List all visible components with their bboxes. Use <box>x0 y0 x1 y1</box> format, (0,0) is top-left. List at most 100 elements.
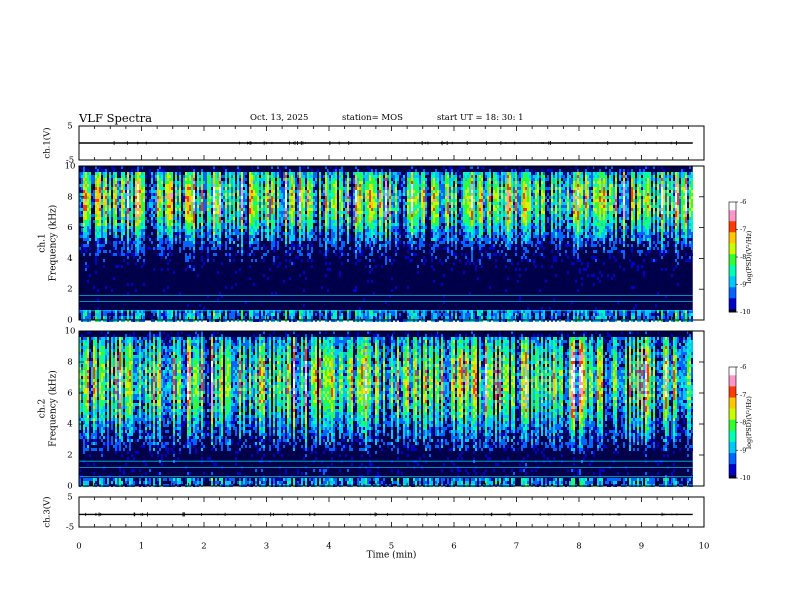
spectrogram-cell <box>219 238 221 241</box>
spectrogram-cell <box>87 169 89 172</box>
spectrogram-cell <box>281 238 283 241</box>
spectrogram-cell <box>249 277 251 280</box>
spectrogram-cell <box>271 292 273 295</box>
spectrogram-cell <box>113 202 115 205</box>
spectrogram-cell <box>379 214 381 217</box>
spectrogram-cell <box>161 214 163 217</box>
y-tick-label-0: -5 <box>66 156 74 166</box>
spectrogram-cell <box>261 202 263 205</box>
spectrogram-cell <box>151 199 153 202</box>
spectrogram-cell <box>297 187 299 190</box>
spectrogram-cell <box>115 217 117 220</box>
spectrogram-cell <box>335 238 337 241</box>
spectrogram-cell <box>299 169 301 172</box>
spectrogram-cell <box>311 226 313 229</box>
spectrogram-cell <box>271 178 273 181</box>
spectrogram-cell <box>389 220 391 223</box>
spectrogram-cell <box>313 190 315 193</box>
spectrogram-cell <box>205 202 207 205</box>
spectrogram-cell <box>187 211 189 214</box>
spectrogram-cell <box>241 310 243 313</box>
spectrogram-cell <box>271 241 273 244</box>
spectrogram-cell <box>259 196 261 199</box>
spectrogram-cell <box>279 199 281 202</box>
spectrogram-cell <box>445 223 447 226</box>
spectrogram-cell <box>101 208 103 211</box>
spectrogram-cell <box>407 175 409 178</box>
spectrogram-cell <box>257 190 259 193</box>
spectrogram-cell <box>449 172 451 175</box>
spectrogram-cell <box>209 235 211 238</box>
spectrogram-cell <box>315 235 317 238</box>
spectrogram-cell <box>171 244 173 247</box>
spectrogram-cell <box>273 193 275 196</box>
spectrogram-cell <box>261 220 263 223</box>
spectrogram-cell <box>447 310 449 313</box>
spectrogram-cell <box>355 199 357 202</box>
spectrogram-cell <box>271 310 273 313</box>
spectrogram-cell <box>251 220 253 223</box>
spectrogram-cell <box>307 232 309 235</box>
spectrogram-cell <box>395 205 397 208</box>
spectrogram-cell <box>389 193 391 196</box>
spectrogram-cell <box>443 229 445 232</box>
spectrogram-cell <box>179 178 181 181</box>
spectrogram-cell <box>95 193 97 196</box>
spectrogram-cell <box>219 313 221 316</box>
spectrogram-cell <box>425 184 427 187</box>
spectrogram-cell <box>333 214 335 217</box>
spectrogram-cell <box>231 202 233 205</box>
spectrogram-cell <box>125 235 127 238</box>
spectrogram-cell <box>191 172 193 175</box>
spectrogram-cell <box>79 211 81 214</box>
spectrogram-cell <box>371 229 373 232</box>
spectrogram-cell <box>229 259 231 262</box>
spectrogram-cell <box>219 199 221 202</box>
spectrogram-cell <box>409 205 411 208</box>
spectrogram-cell <box>273 226 275 229</box>
spectrogram-cell <box>175 316 177 319</box>
spectrogram-cell <box>143 229 145 232</box>
spectrogram-cell <box>433 244 435 247</box>
spectrogram-cell <box>169 208 171 211</box>
spectrogram-cell <box>383 181 385 184</box>
spectrogram-cell <box>271 202 273 205</box>
spectrogram-cell <box>327 313 329 316</box>
spectrogram-cell <box>433 310 435 313</box>
spectrogram-cell <box>85 268 87 271</box>
spectrogram-cell <box>423 184 425 187</box>
spectrogram-cell <box>177 196 179 199</box>
spectrogram-cell <box>293 229 295 232</box>
spectrogram-cell <box>135 247 137 250</box>
spectrogram-cell <box>281 202 283 205</box>
spectrogram-cell <box>279 178 281 181</box>
spectrogram-cell <box>229 241 231 244</box>
spectrogram-cell <box>341 166 343 169</box>
spectrogram-cell <box>335 235 337 238</box>
spectrogram-cell <box>365 220 367 223</box>
spectrogram-cell <box>213 235 215 238</box>
spectrogram-cell <box>447 196 449 199</box>
spectrogram-cell <box>243 250 245 253</box>
spectrogram-cell <box>387 241 389 244</box>
spectrogram-cell <box>421 316 423 319</box>
spectrogram-cell <box>395 181 397 184</box>
spectrogram-cell <box>397 226 399 229</box>
spectrogram-cell <box>357 187 359 190</box>
spectrogram-cell <box>309 217 311 220</box>
spectrogram-cell <box>361 175 363 178</box>
spectrogram-cell <box>283 172 285 175</box>
spectrogram-cell <box>123 175 125 178</box>
spectrogram-cell <box>185 172 187 175</box>
spectrogram-cell <box>359 310 361 313</box>
spectrogram-cell <box>89 223 91 226</box>
spectrogram-cell <box>191 208 193 211</box>
spectrogram-cell <box>251 310 253 313</box>
spectrogram-cell <box>241 208 243 211</box>
spectrogram-cell <box>201 214 203 217</box>
spectrogram-cell <box>255 214 257 217</box>
spectrogram-cell <box>123 196 125 199</box>
spectrogram-cell <box>189 193 191 196</box>
spectrogram-cell <box>413 211 415 214</box>
spectrogram-cell <box>371 211 373 214</box>
